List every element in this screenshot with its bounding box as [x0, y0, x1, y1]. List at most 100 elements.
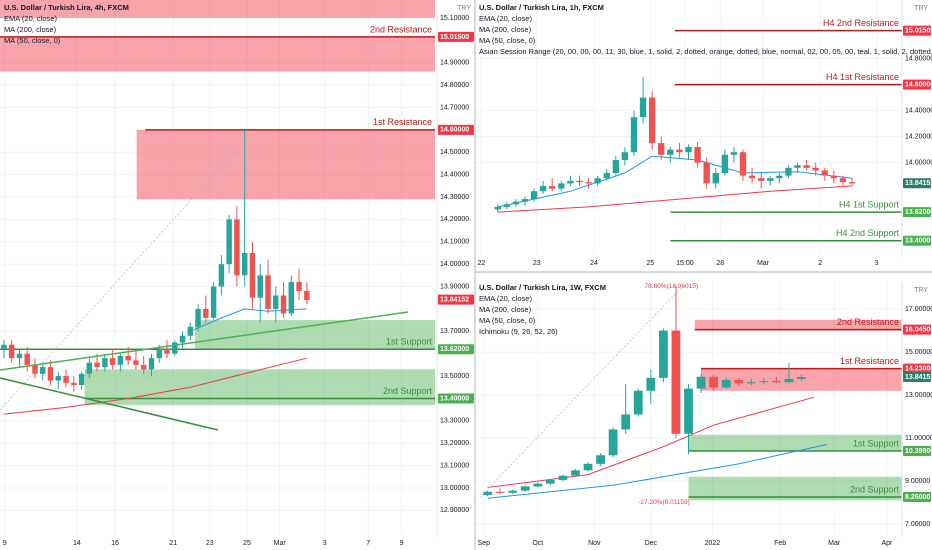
candle-body [40, 367, 46, 374]
candle-body [218, 264, 225, 287]
zone [0, 0, 435, 18]
zone [688, 434, 902, 451]
level-label: 2nd Resistance [370, 24, 432, 34]
y-tick-label: 13.00000 [905, 392, 932, 399]
y-tick-label: 11.00000 [905, 435, 932, 442]
candle-body [667, 149, 674, 155]
candle-body [257, 275, 263, 298]
legend-entry: EMA (20, close) [4, 14, 57, 23]
candle-body [203, 308, 209, 318]
legend-entry: Asian Session Range (20, 00, 00, 00, 11,… [479, 47, 932, 56]
level-label: 2nd Support [850, 484, 900, 494]
candle-body [148, 358, 155, 370]
candle-body [621, 152, 629, 161]
candle-body [265, 275, 271, 309]
candle-body [494, 206, 501, 210]
candle-body [172, 342, 178, 354]
x-tick-label: Mar [757, 260, 770, 267]
candle-body [646, 377, 656, 391]
candle-body [784, 378, 794, 383]
candle-body [63, 376, 69, 383]
candle-body [767, 178, 774, 181]
candle-body [730, 152, 738, 155]
level-label: H4 2nd Resistance [823, 18, 899, 28]
x-tick-label: Apr [881, 540, 893, 547]
candle-body [288, 282, 295, 314]
legend-entry: U.S. Dollar / Turkish Lira, 4h, FXCM [4, 3, 129, 12]
candle-body [8, 344, 15, 359]
candle-body [508, 490, 518, 493]
indicator-line [487, 396, 815, 488]
level-label: H4 2nd Support [836, 228, 900, 238]
zone [694, 319, 902, 331]
price-tag-label: 15.01500 [905, 27, 932, 34]
candle-body [630, 117, 638, 153]
x-tick-label: 3 [875, 260, 879, 267]
candle-body [794, 165, 801, 168]
price-tag [438, 294, 474, 305]
y-tick-label: 14.10000 [440, 239, 469, 246]
price-tag [438, 31, 474, 42]
x-tick-label: 25 [243, 540, 251, 547]
price-tag-label: 13.62000 [905, 209, 932, 216]
candle-body [273, 295, 279, 309]
legend-entry: MA (50, close, 0) [4, 36, 61, 45]
candle-body [608, 429, 618, 456]
price-tag [903, 445, 931, 456]
y-tick-label: 7.00000 [905, 521, 930, 528]
y-tick-label: 13.20000 [440, 440, 469, 447]
x-tick-label: 25 [646, 260, 654, 267]
candle-body [164, 349, 170, 354]
fib-line [479, 286, 683, 498]
price-tag-label: 14.23000 [905, 365, 932, 372]
y-tick-label: 17.00000 [905, 306, 932, 313]
candle-body [195, 308, 201, 327]
y-tick-label: 15.00000 [905, 349, 932, 356]
candle-body [140, 364, 147, 370]
candle-body [639, 97, 647, 118]
candle-body [684, 388, 693, 434]
legend-entry: U.S. Dollar / Turkish Lira, 1W, FXCM [479, 283, 606, 292]
price-tag-label: 10.39800 [905, 448, 932, 455]
y-tick-label: 14.50000 [440, 149, 469, 156]
level-label: H4 1st Support [839, 199, 900, 209]
price-tag-label: 14.60000 [440, 127, 469, 134]
zone [0, 36, 435, 72]
candle-body [47, 367, 54, 381]
candle-body [503, 204, 510, 207]
chart-panel: 17.00000 15.00000 13.00000 11.00000 9.00000 7… [475, 282, 932, 547]
x-tick-label: 16 [111, 540, 119, 547]
candle-body [648, 97, 656, 144]
candle-body [694, 147, 701, 163]
legend-entry: Ichimoku (9, 26, 52, 26) [479, 327, 558, 336]
y-tick-label: 14.80000 [905, 55, 932, 62]
candle-body [187, 326, 194, 336]
candle-body [520, 486, 530, 491]
candle-body [603, 173, 610, 179]
candle-body [55, 376, 61, 381]
x-tick-label: 3 [323, 540, 327, 547]
x-tick-label: 15:00 [676, 260, 694, 267]
y-tick-label: 13.90000 [440, 283, 469, 290]
candle-body [748, 175, 756, 179]
price-tag-label: 13.40000 [905, 238, 932, 245]
price-tag [903, 25, 931, 36]
candle-body [549, 186, 556, 189]
x-tick-label: Dec [645, 540, 658, 547]
candle-body [483, 491, 492, 496]
candle-body [758, 178, 765, 181]
y-tick-label: 13.70000 [440, 328, 469, 335]
y-tick-label: 14.20000 [905, 133, 932, 140]
x-tick-label: 23 [206, 540, 214, 547]
y-tick-label: 13.00000 [440, 485, 469, 492]
x-tick-label: Sep [478, 540, 491, 547]
candle-body [558, 475, 568, 480]
price-tag [903, 235, 931, 246]
x-tick-label: 22 [477, 260, 485, 267]
candle-body [671, 330, 681, 434]
price-tag-label: 8.26000 [905, 494, 930, 501]
y-tick-label: 14.90000 [440, 60, 469, 67]
price-tag-label: 13.84152 [440, 296, 469, 303]
